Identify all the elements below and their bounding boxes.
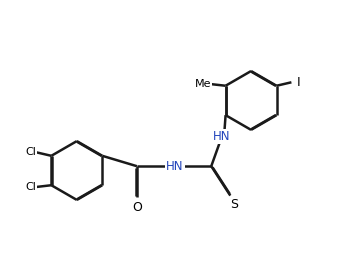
Text: HN: HN (166, 160, 184, 173)
Text: HN: HN (213, 130, 231, 143)
Text: O: O (132, 200, 142, 214)
Text: Cl: Cl (25, 147, 36, 157)
Text: Me: Me (195, 79, 211, 89)
Text: I: I (297, 76, 300, 89)
Text: S: S (230, 198, 238, 211)
Text: Cl: Cl (25, 182, 36, 192)
